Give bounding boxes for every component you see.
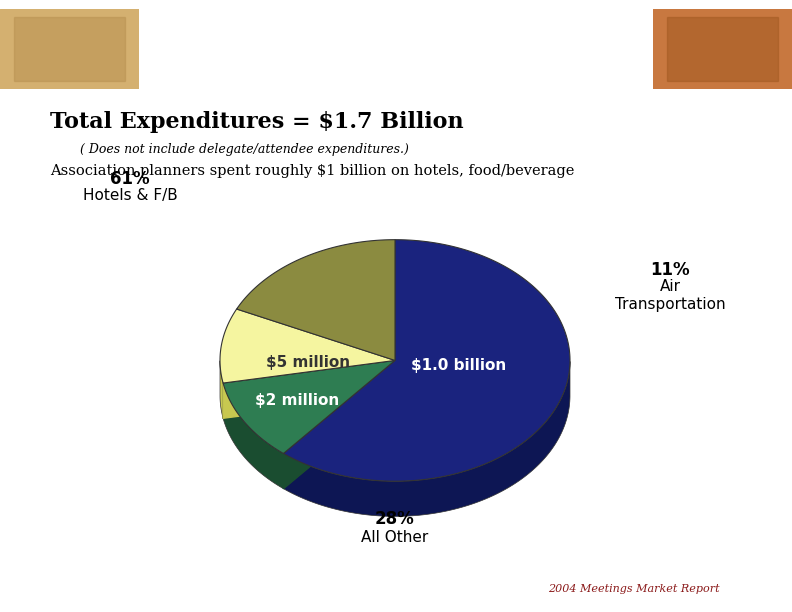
Text: $2 million: $2 million <box>255 393 339 408</box>
Polygon shape <box>237 240 395 360</box>
Polygon shape <box>284 360 395 489</box>
Polygon shape <box>284 240 570 481</box>
Text: Distribution of Expenditures for: Distribution of Expenditures for <box>208 27 584 47</box>
Polygon shape <box>223 383 284 489</box>
Polygon shape <box>223 360 395 418</box>
Text: $1.0 billion: $1.0 billion <box>412 358 507 373</box>
Polygon shape <box>220 360 223 418</box>
Text: Hotels & F/B: Hotels & F/B <box>82 188 177 203</box>
Polygon shape <box>223 360 395 453</box>
Bar <box>667 17 778 81</box>
Text: Transportation: Transportation <box>615 297 725 312</box>
Text: Total Expenditures = $1.7 Billion: Total Expenditures = $1.7 Billion <box>50 111 463 133</box>
Text: Association Meetings: Association Meetings <box>271 61 521 81</box>
Text: 2004 Meetings Market Report: 2004 Meetings Market Report <box>548 584 720 594</box>
Polygon shape <box>220 309 395 383</box>
Polygon shape <box>284 360 395 489</box>
Text: All Other: All Other <box>361 530 428 545</box>
Text: 28%: 28% <box>375 510 415 528</box>
Text: 61%: 61% <box>110 170 150 188</box>
Polygon shape <box>284 362 570 517</box>
Text: Air: Air <box>660 280 680 294</box>
Text: $5 million: $5 million <box>266 356 350 370</box>
Text: Association planners spent roughly $1 billion on hotels, food/beverage: Association planners spent roughly $1 bi… <box>50 164 574 178</box>
Text: 11%: 11% <box>650 261 690 279</box>
Text: ( Does not include delegate/attendee expenditures.): ( Does not include delegate/attendee exp… <box>80 143 409 156</box>
Bar <box>14 17 125 81</box>
Polygon shape <box>223 360 395 418</box>
